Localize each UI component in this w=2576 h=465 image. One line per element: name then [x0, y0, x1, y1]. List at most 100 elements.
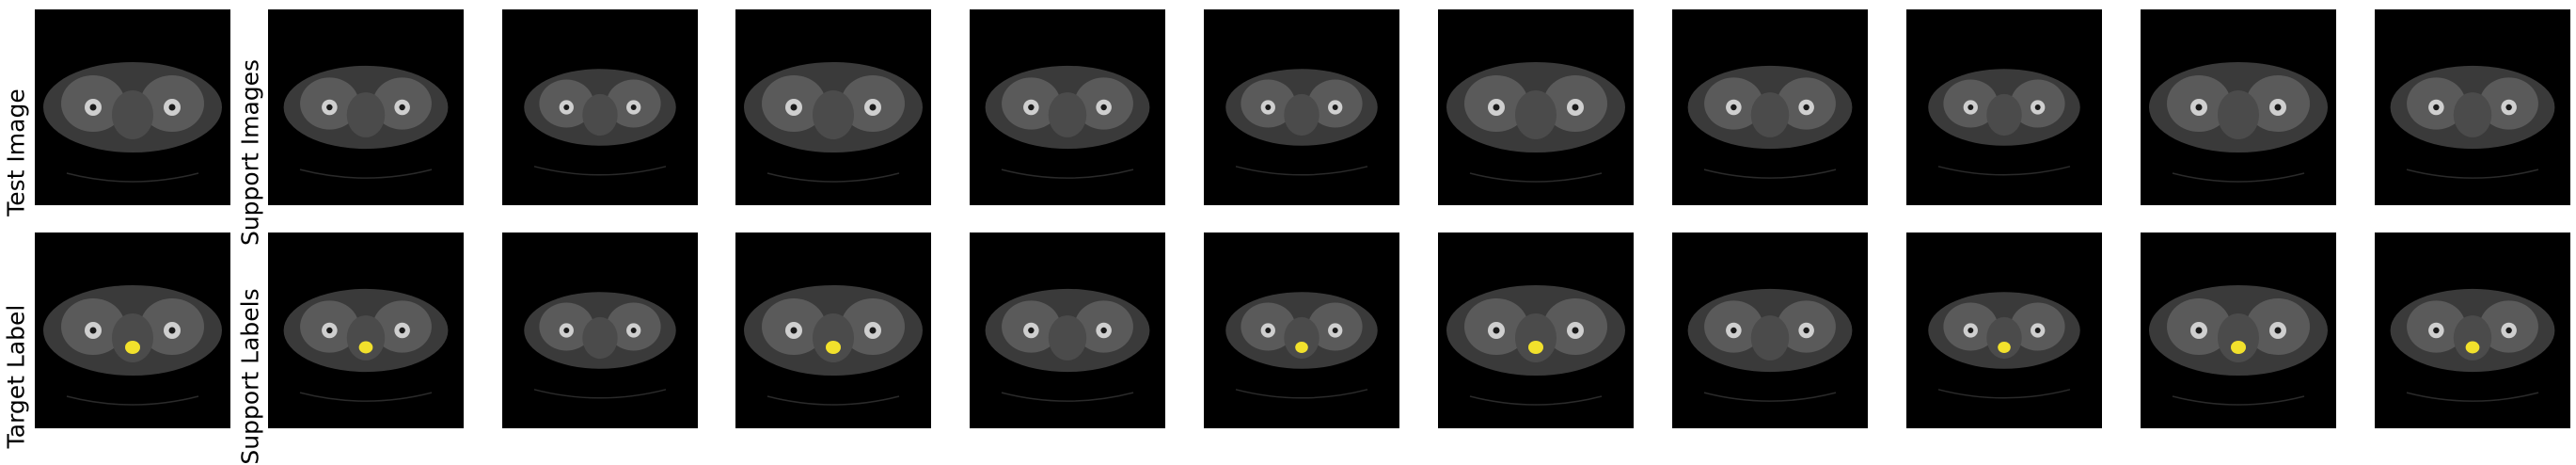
right-femur-core — [2274, 327, 2282, 334]
table-line — [766, 395, 900, 406]
right-femur-core — [1572, 104, 1579, 111]
pelvis-center — [1048, 315, 1087, 361]
left-femur-core — [1493, 327, 1500, 334]
table-line — [1937, 389, 2071, 399]
table-line — [1001, 392, 1134, 402]
pelvis-center — [1048, 92, 1087, 137]
images-panel-5 — [970, 9, 1165, 205]
left-femur-core — [790, 327, 798, 334]
images-panel-3 — [502, 9, 698, 205]
left-femur-core — [563, 104, 570, 110]
left-femur-core — [1968, 104, 1974, 110]
left-femur-core — [326, 327, 333, 334]
table-line — [2172, 172, 2305, 183]
table-line — [533, 389, 667, 399]
table-line — [2172, 395, 2305, 406]
labels-panel-7 — [1438, 232, 1634, 428]
segmentation-mask — [1998, 342, 2011, 353]
pelvis-center — [582, 93, 618, 136]
left-femur-core — [1968, 328, 1974, 333]
images-panel-4 — [735, 9, 931, 205]
table-line — [1469, 172, 1603, 183]
table-line — [1703, 168, 1837, 179]
labels-panel-9 — [1906, 232, 2102, 428]
table-line — [2406, 168, 2539, 179]
table-line — [2406, 392, 2539, 402]
pelvis-center — [1750, 92, 1790, 137]
table-line — [66, 172, 199, 183]
images-panel-1 — [35, 9, 230, 205]
table-line — [1937, 166, 2071, 176]
pelvis-center — [346, 92, 386, 137]
pelvis-center — [2218, 90, 2259, 139]
pelvis-center — [2218, 313, 2259, 362]
segmentation-mask — [358, 341, 373, 354]
table-line — [299, 392, 433, 402]
right-femur-core — [399, 327, 405, 334]
table-line — [1235, 389, 1368, 399]
table-line — [1235, 166, 1368, 176]
labels-panel-10 — [2141, 232, 2336, 428]
images-panel-2 — [268, 9, 464, 205]
left-femur-core — [1493, 104, 1500, 111]
labels-panel-11 — [2375, 232, 2570, 428]
left-femur-core — [2433, 327, 2440, 334]
right-femur-core — [399, 104, 405, 111]
segmentation-mask — [1528, 341, 1543, 354]
table-line — [1001, 168, 1134, 179]
left-femur-core — [1265, 328, 1272, 333]
right-femur-core — [2034, 328, 2041, 333]
table-line — [1703, 392, 1837, 402]
images-panel-8 — [1672, 9, 1868, 205]
pelvis-center — [1986, 93, 2022, 136]
table-line — [1469, 395, 1603, 406]
labels-panel-5 — [970, 232, 1165, 428]
segmentation-mask — [1295, 342, 1308, 353]
left-femur-core — [1028, 327, 1035, 334]
right-femur-core — [2034, 104, 2041, 110]
right-femur-core — [2274, 104, 2282, 111]
pelvis-center — [2453, 92, 2492, 137]
images-panel-9 — [1906, 9, 2102, 205]
segmentation-mask — [826, 341, 841, 354]
segmentation-mask — [2231, 341, 2246, 354]
left-femur-core — [2195, 104, 2203, 111]
left-femur-core — [563, 328, 570, 333]
pelvis-center — [1515, 313, 1557, 362]
right-femur-core — [168, 104, 176, 111]
right-femur-core — [1332, 104, 1338, 110]
labels-panel-4 — [735, 232, 931, 428]
left-femur-core — [1028, 104, 1035, 111]
right-femur-core — [1100, 104, 1107, 111]
pelvis-center — [1986, 316, 2022, 360]
right-femur-core — [1803, 327, 1810, 334]
pelvis-center — [2453, 315, 2492, 361]
left-femur-core — [2195, 327, 2203, 334]
images-panel-11 — [2375, 9, 2570, 205]
right-femur-core — [1332, 328, 1338, 333]
left-femur-core — [1731, 327, 1737, 334]
pelvis-center — [346, 315, 386, 361]
labels-panel-3 — [502, 232, 698, 428]
pelvis-center — [112, 90, 153, 139]
left-femur-core — [2433, 104, 2440, 111]
right-femur-core — [1100, 327, 1107, 334]
labels-panel-8 — [1672, 232, 1868, 428]
labels-panel-2 — [268, 232, 464, 428]
left-femur-core — [1265, 104, 1272, 110]
table-line — [766, 172, 900, 183]
pelvis-center — [1750, 315, 1790, 361]
images-panel-6 — [1204, 9, 1399, 205]
left-femur-core — [1731, 104, 1737, 111]
ct-panels — [35, 9, 2570, 428]
pelvis-center — [112, 313, 153, 362]
left-femur-core — [326, 104, 333, 111]
segmentation-mask — [125, 341, 140, 354]
right-femur-core — [168, 327, 176, 334]
labels-panel-1 — [35, 232, 230, 428]
table-line — [533, 166, 667, 176]
table-line — [299, 168, 433, 179]
right-femur-core — [2505, 327, 2512, 334]
segmentation-mask — [2465, 341, 2480, 354]
right-femur-core — [630, 104, 637, 110]
